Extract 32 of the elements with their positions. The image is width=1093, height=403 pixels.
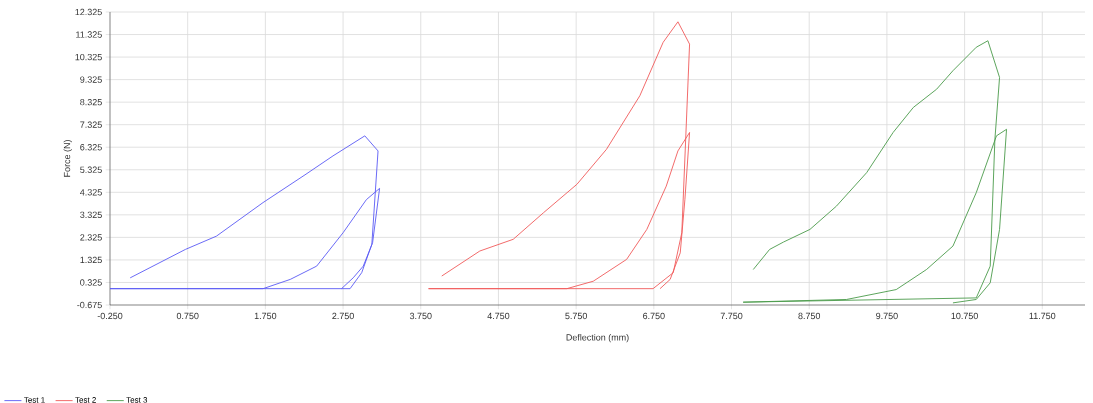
y-tick-label: -0.675 bbox=[77, 301, 102, 309]
y-tick-label: 3.325 bbox=[80, 211, 102, 219]
y-tick-label: 8.325 bbox=[80, 98, 102, 106]
y-tick-label: 6.325 bbox=[80, 144, 102, 151]
x-tick-label: 7.750 bbox=[720, 312, 743, 320]
x-tick-label: 11.750 bbox=[1029, 312, 1056, 320]
x-axis-title: Deflection (mm) bbox=[566, 333, 629, 343]
x-tick-label: 9.750 bbox=[876, 312, 898, 320]
line-series bbox=[742, 40, 1007, 304]
line-series bbox=[428, 21, 691, 290]
y-axis-title: Force (N) bbox=[63, 140, 72, 177]
y-tick-label: 5.325 bbox=[80, 166, 102, 173]
y-tick-label: 4.325 bbox=[79, 189, 102, 196]
x-tick-label: 0.750 bbox=[176, 312, 199, 320]
y-tick-label: 11.325 bbox=[76, 31, 102, 38]
y-tick-label: 10.325 bbox=[75, 53, 102, 61]
x-tick-label: 6.750 bbox=[643, 312, 665, 320]
x-tick-label: 2.750 bbox=[332, 312, 354, 320]
x-tick-label: 8.750 bbox=[798, 312, 821, 320]
y-tick-label: 12.325 bbox=[75, 8, 102, 16]
x-tick-label: -0.250 bbox=[97, 312, 123, 320]
x-tick-label: 1.750 bbox=[254, 312, 277, 320]
y-tick-label: 7.325 bbox=[80, 121, 102, 128]
y-tick-label: 9.325 bbox=[80, 76, 102, 83]
x-tick-label: 4.750 bbox=[487, 312, 510, 320]
y-tick-label: 1.325 bbox=[80, 256, 102, 264]
y-tick-label: 0.325 bbox=[80, 279, 102, 286]
x-tick-label: 5.750 bbox=[565, 312, 588, 320]
x-tick-label: 10.750 bbox=[951, 312, 978, 320]
y-tick-label: 2.325 bbox=[80, 234, 102, 241]
x-tick-label: 3.750 bbox=[409, 312, 432, 320]
line-series bbox=[109, 135, 381, 290]
